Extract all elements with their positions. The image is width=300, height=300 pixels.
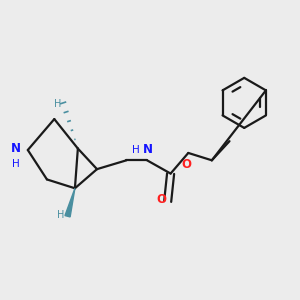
Text: O: O [157, 193, 167, 206]
Text: N: N [11, 142, 20, 155]
Text: O: O [182, 158, 192, 171]
Text: H: H [56, 210, 64, 220]
Text: H: H [54, 99, 61, 110]
Text: N: N [143, 143, 153, 157]
Text: H: H [12, 159, 19, 169]
Text: H: H [132, 145, 140, 155]
Polygon shape [65, 188, 75, 217]
